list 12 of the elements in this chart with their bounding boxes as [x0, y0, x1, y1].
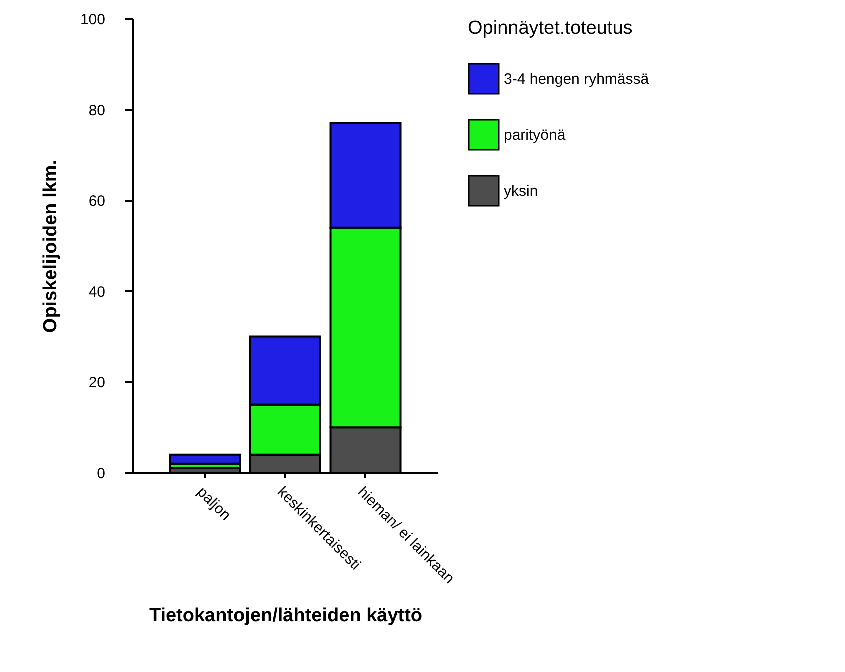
x-axis-title: Tietokantojen/lähteiden käyttö [149, 606, 423, 626]
y-tick-label: 20 [88, 374, 106, 392]
y-tick-label: 0 [97, 466, 106, 482]
y-tick-label: 80 [88, 102, 106, 120]
legend-label: 3-4 hengen ryhmässä [504, 71, 650, 88]
y-tick-label: 40 [88, 284, 106, 301]
legend-title: Opinnäytet.toteutus [468, 18, 633, 39]
y-tick-label: 60 [88, 193, 106, 210]
legend-label: parityönä [504, 127, 566, 144]
legend-label: yksin [504, 183, 538, 200]
y-tick-label: 100 [80, 12, 106, 28]
y-axis-title: Opiskelijoiden lkm. [40, 160, 62, 334]
